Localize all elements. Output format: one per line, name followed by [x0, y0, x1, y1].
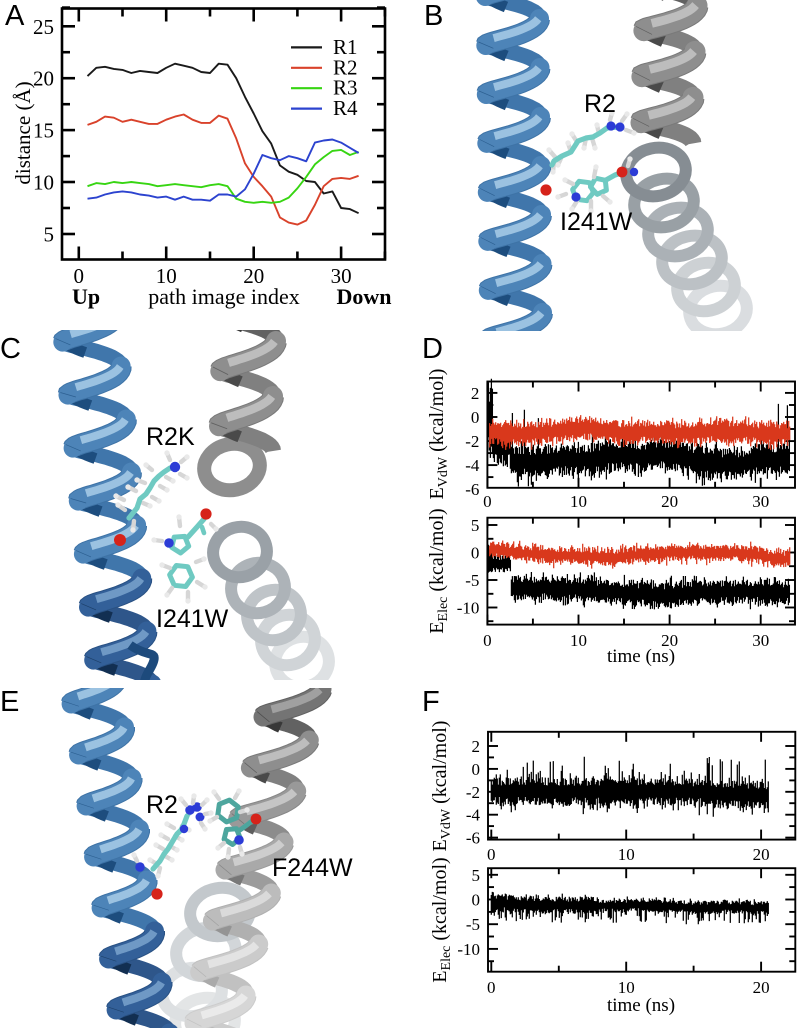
svg-text:R1: R1: [333, 35, 358, 59]
svg-text:distance (Å): distance (Å): [11, 81, 35, 184]
svg-text:0: 0: [487, 978, 496, 997]
svg-text:20: 20: [33, 67, 54, 91]
svg-text:B: B: [424, 0, 443, 32]
svg-text:5: 5: [472, 866, 481, 885]
svg-text:R2K: R2K: [146, 423, 195, 451]
svg-text:10: 10: [570, 631, 587, 650]
svg-text:10: 10: [33, 171, 54, 195]
svg-text:F: F: [422, 686, 440, 718]
svg-text:C: C: [0, 333, 21, 365]
svg-text:I241W: I241W: [560, 208, 633, 236]
svg-text:EVdW (kcal/mol): EVdW (kcal/mol): [429, 721, 454, 852]
svg-text:20: 20: [661, 492, 678, 511]
svg-text:20: 20: [661, 631, 678, 650]
svg-text:10: 10: [570, 492, 587, 511]
svg-text:30: 30: [752, 631, 769, 650]
svg-text:20: 20: [753, 978, 770, 997]
svg-text:Down: Down: [336, 284, 391, 309]
svg-text:A: A: [5, 0, 25, 32]
svg-text:2: 2: [472, 737, 481, 756]
svg-text:R2: R2: [146, 791, 178, 819]
svg-text:D: D: [422, 333, 443, 365]
svg-text:-5: -5: [465, 571, 479, 590]
svg-text:-6: -6: [466, 829, 480, 848]
svg-text:-2: -2: [465, 432, 479, 451]
svg-text:R4: R4: [333, 96, 358, 120]
svg-text:20: 20: [243, 264, 264, 288]
svg-text:I241W: I241W: [156, 605, 229, 633]
svg-text:5: 5: [471, 516, 480, 535]
svg-text:Up: Up: [72, 284, 100, 309]
svg-text:0: 0: [471, 544, 480, 563]
svg-text:-5: -5: [466, 915, 480, 934]
svg-text:10: 10: [156, 264, 177, 288]
svg-text:-10: -10: [457, 940, 480, 959]
svg-text:-2: -2: [466, 783, 480, 802]
svg-text:R2: R2: [584, 90, 616, 118]
svg-text:10: 10: [618, 978, 635, 997]
svg-text:R3: R3: [333, 76, 358, 100]
svg-text:20: 20: [753, 845, 770, 864]
svg-text:0: 0: [74, 264, 85, 288]
svg-text:25: 25: [33, 15, 54, 39]
svg-text:EVdW (kcal/mol): EVdW (kcal/mol): [426, 369, 451, 500]
svg-text:0: 0: [483, 631, 492, 650]
svg-text:2: 2: [471, 384, 480, 403]
svg-text:R2: R2: [333, 55, 358, 79]
svg-text:10: 10: [618, 845, 635, 864]
svg-text:E: E: [0, 686, 19, 718]
svg-text:time (ns): time (ns): [607, 646, 675, 667]
svg-text:-10: -10: [457, 599, 480, 618]
svg-text:-4: -4: [466, 806, 481, 825]
svg-text:-4: -4: [465, 456, 480, 475]
svg-text:EElec (kcal/mol): EElec (kcal/mol): [426, 508, 451, 633]
svg-text:F244W: F244W: [272, 854, 353, 882]
svg-text:15: 15: [33, 119, 54, 143]
svg-text:5: 5: [44, 223, 55, 247]
svg-text:30: 30: [752, 492, 769, 511]
svg-text:0: 0: [487, 845, 496, 864]
svg-text:-6: -6: [465, 480, 479, 499]
svg-text:time (ns): time (ns): [607, 995, 675, 1016]
svg-text:0: 0: [472, 760, 481, 779]
svg-text:0: 0: [471, 408, 480, 427]
svg-text:0: 0: [472, 891, 481, 910]
svg-text:0: 0: [483, 492, 492, 511]
svg-text:EElec (kcal/mol): EElec (kcal/mol): [429, 857, 454, 982]
svg-text:path image index: path image index: [148, 284, 300, 309]
svg-text:30: 30: [331, 264, 352, 288]
